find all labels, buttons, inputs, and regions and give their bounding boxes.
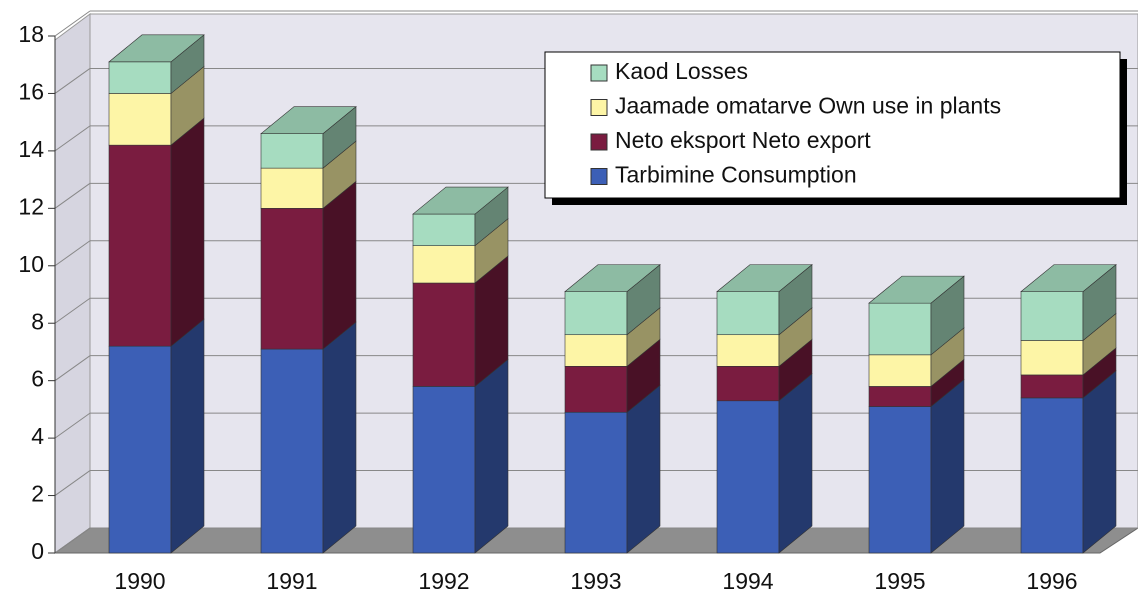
bar-segment (868, 354, 932, 387)
bar-side (322, 180, 357, 350)
legend-swatch (590, 133, 608, 151)
grid-line (54, 355, 91, 382)
x-tick-label: 1991 (266, 568, 317, 594)
x-tick-label: 1994 (722, 568, 773, 594)
bar-segment (412, 245, 476, 284)
grid-line (54, 412, 91, 439)
bar-top (564, 264, 661, 292)
legend-swatch (590, 64, 608, 82)
legend (544, 51, 1121, 199)
y-tick-label: 6 (31, 366, 44, 392)
grid-line (54, 182, 91, 209)
y-tick-label: 18 (18, 21, 44, 47)
bar-segment (868, 406, 932, 554)
bar-segment (868, 386, 932, 407)
bar-segment (564, 411, 628, 554)
y-tick-label: 0 (31, 538, 44, 564)
bar-side (170, 117, 205, 347)
legend-swatch (590, 168, 608, 185)
x-tick-label: 1993 (570, 568, 621, 594)
bar-side (322, 321, 357, 554)
bar-segment (260, 348, 324, 554)
bar-segment (412, 282, 476, 387)
grid-line (54, 125, 91, 152)
x-tick-label: 1995 (874, 568, 925, 594)
legend-label: Jaamade omatarve Own use in plants (615, 93, 1001, 119)
bar-top (412, 186, 509, 215)
legend-label: Tarbimine Consumption (615, 162, 857, 188)
y-tick-label: 12 (18, 193, 44, 219)
bar-segment (260, 208, 324, 350)
bar-segment (108, 93, 172, 146)
bar-segment (716, 291, 780, 336)
bar-side (474, 358, 509, 554)
bar-segment (412, 213, 476, 246)
bar-segment (868, 302, 932, 356)
y-tick-label: 10 (18, 251, 44, 277)
grid-line (54, 527, 91, 554)
bar-side (778, 373, 813, 554)
grid-line (54, 470, 91, 496)
bar-segment (108, 144, 172, 347)
bar-side (626, 384, 661, 554)
x-tick-label: 1996 (1026, 568, 1077, 594)
grid-line (54, 10, 91, 37)
bar-top (108, 34, 205, 63)
grid-line (54, 68, 91, 94)
x-tick-label: 1992 (418, 568, 469, 594)
bar-segment (1020, 340, 1084, 376)
grid-line (54, 297, 91, 324)
bar-segment (564, 291, 628, 336)
bar-segment (108, 61, 172, 94)
bar-top (260, 106, 357, 134)
bar-side (1082, 370, 1117, 554)
bar-segment (716, 334, 780, 367)
y-tick-label: 8 (31, 308, 44, 334)
bar-side (170, 318, 205, 554)
bar-segment (260, 133, 324, 169)
y-tick-label: 16 (18, 79, 44, 105)
bar-top (868, 275, 965, 304)
bar-segment (1020, 374, 1084, 399)
y-tick-label: 4 (31, 423, 44, 449)
bar-top (716, 264, 813, 292)
bar-segment (1020, 291, 1084, 341)
side-wall (54, 13, 91, 554)
bar-segment (412, 386, 476, 554)
bar-segment (108, 345, 172, 554)
legend-swatch (590, 99, 608, 116)
bar-segment (1020, 397, 1084, 554)
y-tick-label: 2 (31, 481, 44, 507)
bar-segment (716, 400, 780, 554)
bar-segment (564, 366, 628, 413)
bar-side (930, 378, 965, 554)
legend-label: Kaod Losses (615, 58, 748, 84)
legend-label: Neto eksport Neto export (615, 127, 871, 153)
y-tick-label: 14 (18, 136, 44, 162)
bar-segment (716, 366, 780, 402)
bar-segment (564, 334, 628, 367)
bar-segment (260, 167, 324, 209)
x-tick-label: 1990 (114, 568, 165, 594)
grid-line (54, 240, 91, 267)
bar-top (1020, 264, 1117, 292)
